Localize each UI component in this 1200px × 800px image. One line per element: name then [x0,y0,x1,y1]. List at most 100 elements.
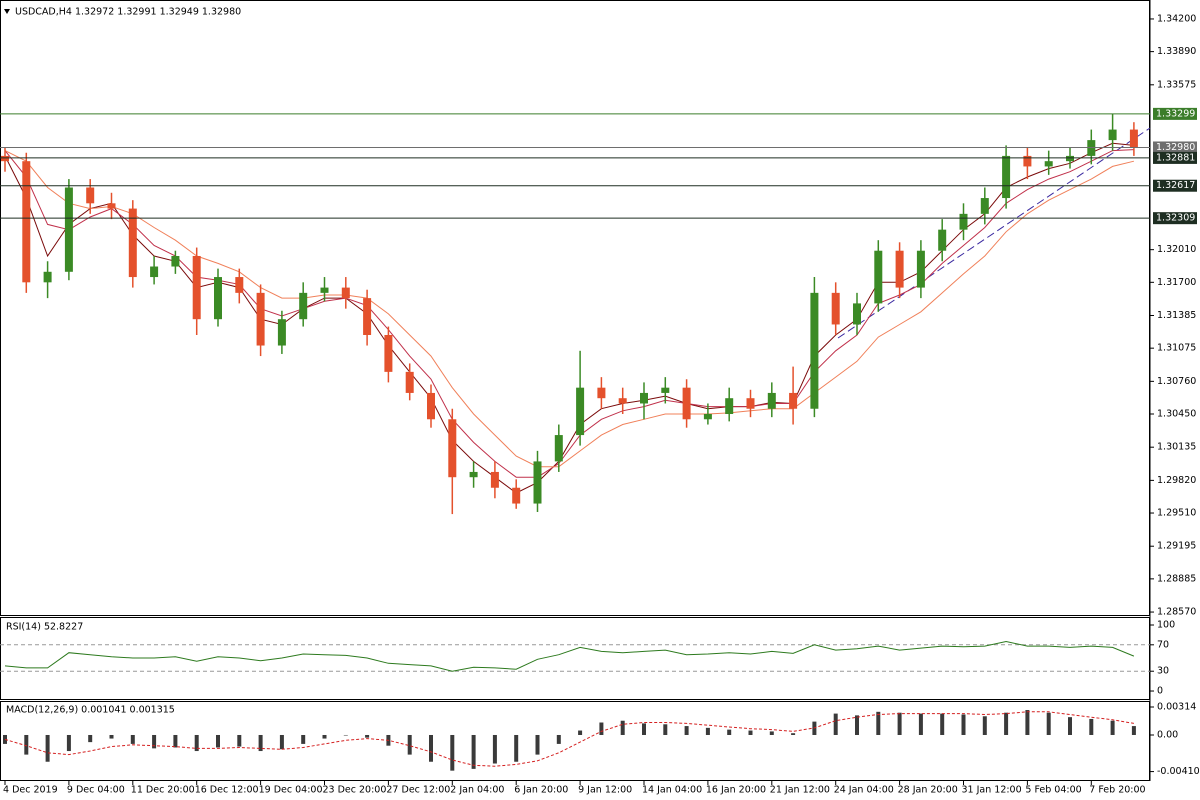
candle-body [86,187,95,204]
candle-body [1002,155,1011,199]
y-tick-label: 1.30760 [1157,376,1196,387]
y-tick-label: 1.29195 [1157,541,1196,552]
macd-bar [1004,712,1009,735]
level-label: 1.33299 [1156,108,1195,119]
candle-body [363,298,372,335]
y-tick-label: 1.31075 [1157,343,1196,354]
candle-body [1129,129,1138,148]
macd-bar [599,722,604,735]
macd-panel [0,701,1150,781]
candle-body [171,255,180,267]
macd-bar [492,734,497,764]
candle-body [725,398,734,415]
macd-bar [173,734,178,748]
macd-bar [578,730,583,735]
level-label-box [1153,151,1197,164]
macd-bar [279,734,284,750]
candle-body [64,187,73,272]
candle-body [341,287,350,299]
y-tick-label: 1.29510 [1157,508,1196,519]
macd-bar [620,720,625,735]
y-tick-label: 1.31700 [1157,277,1196,288]
candle-body [1,155,9,162]
macd-bar [1089,718,1094,735]
candle-body [789,392,798,409]
macd-bar [216,734,220,748]
candle-body [512,487,521,504]
macd-bar [88,734,93,743]
candle-body [1066,155,1074,162]
y-tick-label: 1.31385 [1157,310,1196,321]
x-tick-label: 5 Feb 04:00 [1025,785,1081,796]
candle-body [128,208,137,278]
y-tick-label: 1.29820 [1157,475,1196,486]
macd-bar [365,734,370,738]
candle-body [554,435,563,462]
macd-bar [237,734,242,747]
menu-arrow[interactable] [4,9,10,14]
candle-body [214,277,222,320]
candle-body [43,271,52,283]
candle-body [320,287,329,293]
main-panel [0,0,1150,616]
macd-bar [769,731,774,735]
macd-title: MACD(12,26,9) 0.001041 0.001315 [6,705,175,716]
macd-bar [727,729,732,735]
candle-body [1108,129,1117,141]
macd-bar [833,713,838,735]
candle-body [895,250,904,288]
level-label-box [1153,212,1197,225]
macd-bar [1110,720,1115,735]
candle-body [661,387,670,393]
macd-bar [1068,717,1072,735]
candle-body [150,266,159,278]
macd-bar [471,734,476,769]
signal-line [4,711,1134,767]
y-tick-label: 1.34200 [1157,13,1196,24]
candle-body [533,461,542,504]
candle-body [427,392,435,420]
candle-body [1087,140,1096,156]
candle-body [384,334,393,372]
macd-bar [684,726,689,735]
macd-bar [791,733,796,735]
macd-bar [130,734,135,744]
y-tick-label: 1.33890 [1157,46,1196,57]
candle-body [640,392,648,404]
x-tick-label: 11 Dec 20:00 [131,785,195,796]
macd-bar [45,734,50,762]
y-tick-label: 1.30450 [1157,409,1196,420]
macd-bar [343,734,348,736]
x-tick-label: 4 Dec 2019 [3,785,58,796]
macd-bar [876,711,881,735]
candle-body [192,255,201,320]
level-label-box [1153,107,1197,120]
macd-bar [450,734,455,771]
macd-bar [855,715,859,735]
candle-body [469,471,478,478]
macd-bar [152,734,157,749]
macd-bar [24,734,29,755]
candle-body [1044,161,1053,167]
chart-title: USDCAD,H4 1.32972 1.32991 1.32949 1.3298… [15,7,241,18]
y-tick-label: 1.30135 [1157,442,1196,453]
rsi-panel [0,617,1150,700]
candle-body [299,292,308,320]
y-tick-label: 1.32010 [1157,244,1196,255]
macd-bar [1025,710,1030,735]
macd-bar [194,734,199,752]
macd-bar [407,734,412,755]
macd-bar [556,734,561,744]
candle-body [618,398,627,404]
macd-bar [301,734,306,744]
x-tick-label: 24 Jan 04:00 [834,785,894,796]
macd-bar [1046,712,1051,735]
x-tick-label: 7 Feb 20:00 [1089,785,1145,796]
y-tick-label: 1.28570 [1157,607,1196,618]
macd-bar [535,734,540,755]
level-label: 1.32617 [1156,180,1195,191]
rsi-title: RSI(14) 52.8227 [6,622,83,633]
macd-bar [705,727,710,735]
macd-bar [982,716,987,735]
